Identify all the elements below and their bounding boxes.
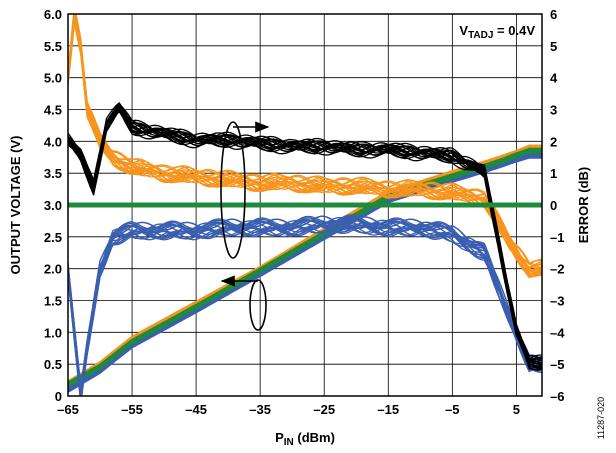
x-label-main: P — [275, 430, 284, 445]
y-left-tick-label: 1.0 — [44, 325, 62, 340]
y-right-tick-label: –5 — [550, 357, 564, 372]
y-right-tick-label: 2 — [550, 134, 557, 149]
y-right-tick-label: –3 — [550, 294, 564, 309]
x-tick-label: 5 — [513, 402, 520, 417]
y-left-tick-label: 0.5 — [44, 357, 62, 372]
error-trace-3 — [68, 215, 542, 395]
x-tick-labels: –65 –55 –45 –35 –25 –15 –5 5 — [57, 402, 520, 417]
error-trace-5 — [68, 102, 542, 366]
y-right-tick-label: –1 — [550, 230, 564, 245]
error-trace-4 — [68, 14, 542, 276]
x-axis-label: PIN (dBm) — [275, 430, 335, 448]
y-right-tick-label: –4 — [550, 325, 565, 340]
annotation-subscript: TADJ — [468, 30, 493, 41]
error-trace-4 — [68, 14, 542, 264]
voltage-trace-1 — [68, 144, 542, 382]
plot-frame — [67, 13, 543, 397]
error-trace-4 — [68, 14, 542, 265]
error-trace-5 — [68, 104, 542, 367]
y-left-tick-label: 5.0 — [44, 71, 62, 86]
x-tick-label: –15 — [377, 402, 399, 417]
error-trace-4 — [68, 17, 542, 276]
y-right-tick-label: 6 — [550, 7, 557, 22]
x-tick-label: –5 — [445, 402, 459, 417]
annotation-prefix: V — [459, 23, 468, 38]
voltage-trace-1 — [68, 145, 542, 383]
y-axis-right-label: ERROR (dB) — [576, 167, 591, 244]
y-left-tick-label: 2.0 — [44, 262, 62, 277]
y-left-tick-label: 5.5 — [44, 39, 62, 54]
y-right-tick-label: 1 — [550, 166, 557, 181]
y-left-tick-labels: 0 0.5 1.0 1.5 2.0 2.5 3.0 3.5 4.0 4.5 5.0 5.5 6.0 — [44, 7, 62, 404]
voltage-trace-0 — [68, 156, 542, 393]
voltage-callout-ellipse — [249, 279, 267, 331]
error-trace-4 — [68, 17, 542, 278]
x-tick-label: –25 — [313, 402, 335, 417]
x-tick-label: –45 — [185, 402, 207, 417]
y-left-tick-label: 1.5 — [44, 294, 62, 309]
error-trace-4 — [68, 14, 542, 269]
y-left-tick-label: 0 — [55, 389, 62, 404]
y-left-tick-label: 2.5 — [44, 230, 62, 245]
x-label-rest: (dBm) — [294, 430, 335, 445]
y-axis-left-label: OUTPUT VOLTAGE (V) — [8, 136, 23, 275]
error-trace-5 — [68, 108, 542, 371]
y-right-tick-label: 0 — [550, 198, 557, 213]
annotation-suffix: = 0.4V — [493, 23, 535, 38]
voltage-trace-2 — [68, 150, 542, 387]
error-trace-3 — [68, 224, 542, 396]
error-trace-5 — [68, 108, 542, 362]
error-trace-4 — [68, 14, 542, 273]
y-right-tick-label: –6 — [550, 389, 564, 404]
y-left-tick-label: 4.0 — [44, 134, 62, 149]
voltage-trace-1 — [68, 144, 542, 382]
x-tick-label: –65 — [57, 402, 79, 417]
y-right-tick-label: –2 — [550, 262, 564, 277]
figure-id: 11287-020 — [596, 397, 606, 439]
voltage-trace-1 — [68, 144, 542, 382]
x-tick-label: –35 — [249, 402, 271, 417]
error-trace-3 — [68, 225, 542, 396]
y-right-tick-labels: –6 –5 –4 –3 –2 –1 0 1 2 3 4 5 6 — [550, 7, 565, 404]
voltage-trace-2 — [68, 149, 542, 385]
voltage-trace-0 — [68, 155, 542, 391]
error-trace-5 — [68, 106, 542, 360]
x-tick-label: –55 — [121, 402, 143, 417]
vtadj-annotation: VTADJ = 0.4V — [459, 23, 535, 41]
y-right-tick-label: 5 — [550, 39, 557, 54]
y-right-tick-label: 3 — [550, 103, 557, 118]
series-layer — [68, 14, 542, 396]
y-left-tick-label: 3.5 — [44, 166, 62, 181]
y-left-tick-label: 6.0 — [44, 7, 62, 22]
error-callout-ellipse — [220, 121, 246, 259]
error-trace-3 — [68, 225, 542, 396]
error-trace-3 — [68, 217, 542, 391]
y-left-tick-label: 3.0 — [44, 198, 62, 213]
y-right-tick-label: 4 — [550, 71, 558, 86]
voltage-trace-2 — [68, 148, 542, 384]
x-label-sub: IN — [284, 437, 294, 448]
y-left-tick-label: 4.5 — [44, 103, 62, 118]
voltage-trace-2 — [68, 152, 542, 388]
voltage-trace-1 — [68, 145, 542, 383]
